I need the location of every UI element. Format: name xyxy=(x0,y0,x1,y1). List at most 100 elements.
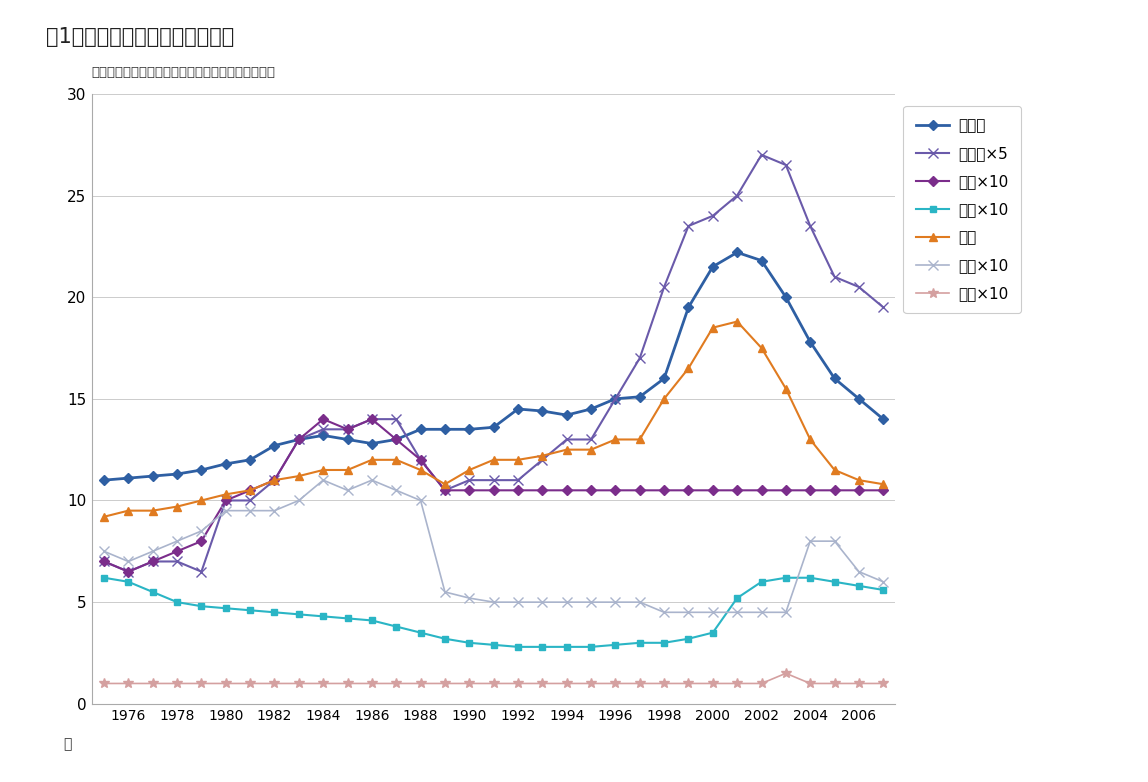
窃盗 xyxy=(608,435,622,444)
凶悪×10 xyxy=(706,486,720,495)
凶悪×10 xyxy=(657,486,670,495)
Line: 知能×10: 知能×10 xyxy=(99,475,889,617)
知能×10 xyxy=(608,597,622,607)
犯罪率 xyxy=(267,441,281,450)
知能×10 xyxy=(560,597,574,607)
窃盗 xyxy=(292,472,305,481)
知能×10 xyxy=(779,608,793,617)
知能×10 xyxy=(389,486,403,495)
犯罪率 xyxy=(779,292,793,302)
犯罪率 xyxy=(754,256,768,265)
風俓×10 xyxy=(584,679,598,688)
粗暴×10 xyxy=(317,612,331,621)
知能×10 xyxy=(122,557,135,566)
風俓×10 xyxy=(828,679,841,688)
風俓×10 xyxy=(754,679,768,688)
凶悪×10 xyxy=(267,475,281,485)
凶悪×10 xyxy=(511,486,525,495)
犯罪率 xyxy=(535,407,549,416)
窃盗 xyxy=(194,496,208,505)
知能×10 xyxy=(754,608,768,617)
犯罪率 xyxy=(463,425,476,434)
窃盗 xyxy=(487,455,501,465)
風俓×10 xyxy=(98,679,111,688)
窃盗 xyxy=(413,465,427,475)
犯罪率 xyxy=(219,459,233,468)
風俓×10 xyxy=(365,679,379,688)
知能×10 xyxy=(267,506,281,515)
窃盗 xyxy=(706,323,720,332)
凶悪×10 xyxy=(804,486,817,495)
失業率×5 xyxy=(146,557,160,566)
犯罪率 xyxy=(98,475,111,485)
知能×10 xyxy=(98,547,111,556)
凶悪×10 xyxy=(317,414,331,424)
犯罪率 xyxy=(439,425,452,434)
凶悪×10 xyxy=(584,486,598,495)
失業率×5 xyxy=(657,282,670,292)
風俓×10 xyxy=(267,679,281,688)
知能×10 xyxy=(852,567,866,576)
知能×10 xyxy=(317,475,331,485)
失業率×5 xyxy=(633,353,646,363)
犯罪率 xyxy=(608,394,622,404)
風俓×10 xyxy=(194,679,208,688)
風俓×10 xyxy=(804,679,817,688)
窃盗 xyxy=(657,394,670,404)
風俓×10 xyxy=(876,679,890,688)
知能×10 xyxy=(413,496,427,505)
失業率×5 xyxy=(194,567,208,576)
風俓×10 xyxy=(341,679,355,688)
知能×10 xyxy=(876,577,890,586)
知能×10 xyxy=(730,608,744,617)
Text: 図1　失業率と犯罪発生率の推移: 図1 失業率と犯罪発生率の推移 xyxy=(46,27,234,48)
Line: 凶悪×10: 凶悪×10 xyxy=(101,416,886,575)
失業率×5 xyxy=(317,425,331,434)
粗暴×10 xyxy=(122,577,135,586)
粗暴×10 xyxy=(754,577,768,586)
失業率×5 xyxy=(852,282,866,292)
粗暴×10 xyxy=(341,614,355,623)
知能×10 xyxy=(365,475,379,485)
失業率×5 xyxy=(779,160,793,170)
粗暴×10 xyxy=(98,573,111,583)
粗暴×10 xyxy=(389,622,403,631)
凶悪×10 xyxy=(852,486,866,495)
失業率×5 xyxy=(413,455,427,465)
粗暴×10 xyxy=(243,605,257,615)
犯罪率 xyxy=(122,473,135,482)
知能×10 xyxy=(706,608,720,617)
粗暴×10 xyxy=(584,642,598,651)
粗暴×10 xyxy=(292,610,305,619)
失業率×5 xyxy=(98,557,111,566)
凶悪×10 xyxy=(633,486,646,495)
凶悪×10 xyxy=(341,425,355,434)
粗暴×10 xyxy=(633,638,646,647)
凶悪×10 xyxy=(194,536,208,546)
失業率×5 xyxy=(292,435,305,444)
窃盗 xyxy=(219,490,233,499)
凶悪×10 xyxy=(779,486,793,495)
粗暴×10 xyxy=(413,628,427,637)
窃盗 xyxy=(463,465,476,475)
風俓×10 xyxy=(413,679,427,688)
凶悪×10 xyxy=(487,486,501,495)
窃盗 xyxy=(730,317,744,326)
粗暴×10 xyxy=(511,642,525,651)
犯罪率 xyxy=(511,404,525,414)
失業率×5 xyxy=(535,455,549,465)
粗暴×10 xyxy=(876,585,890,594)
窃盗 xyxy=(243,486,257,495)
窃盗 xyxy=(122,506,135,515)
知能×10 xyxy=(292,496,305,505)
知能×10 xyxy=(535,597,549,607)
知能×10 xyxy=(511,597,525,607)
風俓×10 xyxy=(779,669,793,678)
犯罪率 xyxy=(633,392,646,401)
風俓×10 xyxy=(633,679,646,688)
凶悪×10 xyxy=(535,486,549,495)
知能×10 xyxy=(463,594,476,603)
窃盗 xyxy=(146,506,160,515)
粗暴×10 xyxy=(219,604,233,613)
犯罪率 xyxy=(584,404,598,414)
